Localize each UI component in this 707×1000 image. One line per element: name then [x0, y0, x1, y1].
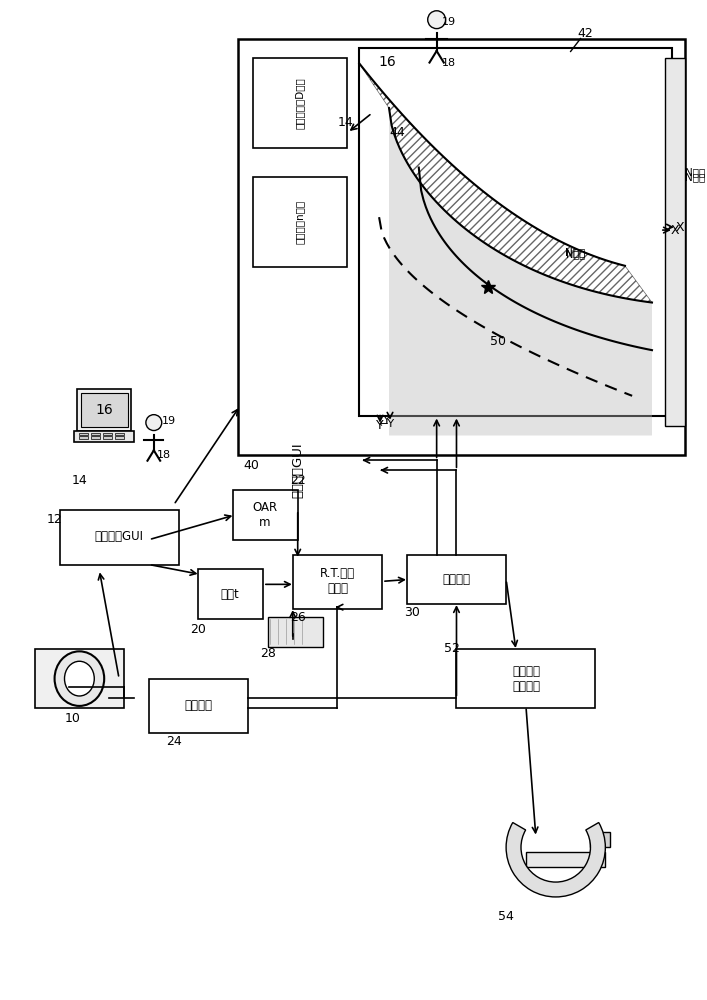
Text: 肿瘤t: 肿瘤t — [221, 588, 240, 601]
Bar — [103, 436, 112, 439]
Bar — [397, 85, 407, 88]
Bar — [268, 617, 322, 647]
Bar — [397, 89, 407, 92]
Bar — [359, 48, 672, 416]
Text: 19: 19 — [441, 17, 455, 27]
Text: 50: 50 — [490, 335, 506, 348]
Circle shape — [146, 415, 162, 431]
Bar — [35, 649, 124, 708]
Text: 16: 16 — [95, 403, 113, 417]
Text: 10: 10 — [64, 712, 81, 725]
Bar — [77, 389, 132, 431]
Bar — [362, 89, 370, 92]
Bar — [115, 436, 124, 439]
Bar — [363, 45, 410, 79]
Text: 26: 26 — [290, 611, 305, 624]
Text: 24: 24 — [165, 735, 182, 748]
Text: 14: 14 — [337, 116, 354, 129]
Text: 14: 14 — [71, 474, 87, 487]
Bar — [79, 433, 88, 435]
Bar — [238, 39, 685, 455]
Bar — [81, 393, 127, 427]
Ellipse shape — [54, 651, 104, 706]
Bar — [665, 58, 685, 426]
Text: X: X — [675, 221, 684, 234]
Text: 30: 30 — [404, 606, 420, 619]
Bar — [457, 649, 595, 708]
Text: 剂量分布: 剂量分布 — [443, 573, 470, 586]
Text: 42: 42 — [578, 27, 593, 40]
Text: 18: 18 — [157, 450, 171, 460]
Bar — [360, 42, 414, 83]
Text: X: X — [670, 224, 679, 237]
Text: R.T.计划
优化器: R.T.计划 优化器 — [320, 567, 355, 595]
Text: 20: 20 — [191, 623, 206, 636]
Bar — [357, 83, 417, 95]
Text: 54: 54 — [498, 910, 514, 923]
Bar — [115, 433, 124, 435]
Bar — [103, 433, 112, 435]
Text: 当前分次n当前: 当前分次n当前 — [295, 200, 305, 244]
Bar — [90, 433, 100, 435]
Text: 轮廓描绘GUI: 轮廓描绘GUI — [95, 530, 144, 543]
Bar — [199, 569, 263, 619]
Bar — [293, 555, 382, 609]
Text: 当前总剂量D当前: 当前总剂量D当前 — [295, 77, 305, 129]
Bar — [373, 89, 382, 92]
Bar — [79, 436, 88, 439]
Text: N最小: N最小 — [566, 247, 585, 257]
Wedge shape — [506, 823, 605, 897]
Bar — [253, 58, 347, 148]
Bar — [385, 89, 395, 92]
Bar — [74, 431, 134, 442]
Text: Y: Y — [376, 419, 384, 432]
Text: N最大: N最大 — [685, 172, 705, 182]
Text: 40: 40 — [243, 459, 259, 472]
Bar — [526, 852, 605, 867]
Bar — [90, 436, 100, 439]
Ellipse shape — [64, 661, 94, 696]
Bar — [590, 832, 610, 847]
Bar — [59, 510, 179, 565]
Bar — [385, 85, 395, 88]
Bar — [362, 85, 370, 88]
Text: 19: 19 — [162, 416, 176, 426]
Text: 44: 44 — [389, 126, 405, 139]
Text: Y: Y — [383, 414, 391, 427]
Text: OAR
m: OAR m — [252, 501, 278, 529]
Bar — [149, 679, 248, 733]
Text: 18: 18 — [441, 58, 455, 68]
Bar — [373, 85, 382, 88]
Text: 16: 16 — [378, 55, 396, 69]
Text: N最大: N最大 — [685, 168, 705, 178]
Circle shape — [428, 11, 445, 29]
Bar — [407, 555, 506, 604]
Text: 22: 22 — [290, 474, 305, 487]
Text: 12: 12 — [47, 513, 62, 526]
Bar — [233, 490, 298, 540]
Text: 52: 52 — [443, 642, 460, 655]
Text: N最小: N最小 — [566, 249, 585, 259]
Bar — [253, 177, 347, 267]
Text: ←Y: ←Y — [379, 419, 395, 429]
Text: 剂量目标: 剂量目标 — [185, 699, 213, 712]
Text: 28: 28 — [260, 647, 276, 660]
Text: 分次优化GUI: 分次优化GUI — [291, 442, 304, 498]
Text: 分次辐射
治疗计划: 分次辐射 治疗计划 — [512, 665, 540, 693]
